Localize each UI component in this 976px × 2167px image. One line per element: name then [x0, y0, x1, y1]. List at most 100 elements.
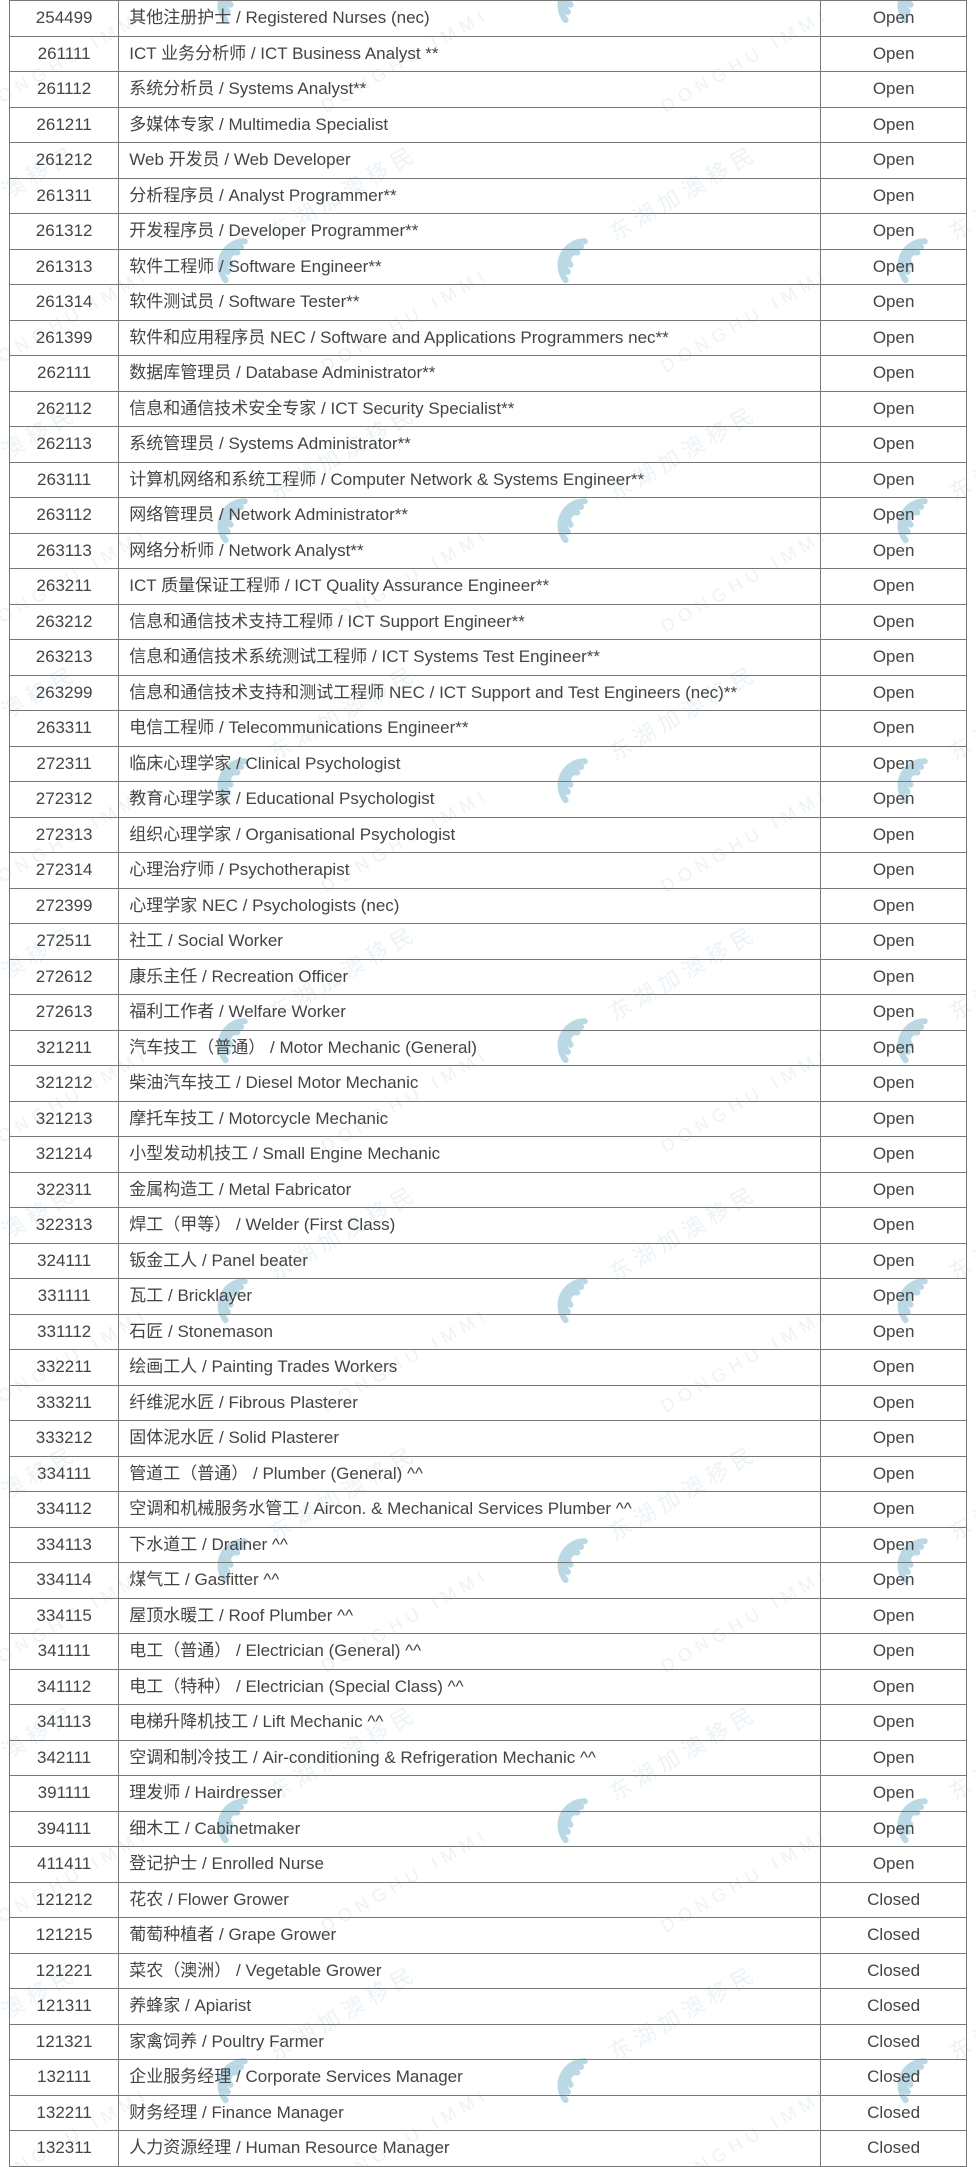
- occupation-code: 272399: [10, 888, 119, 924]
- occupation-status: Open: [821, 498, 967, 534]
- table-row: 263311电信工程师 / Telecommunications Enginee…: [10, 711, 967, 747]
- occupation-code: 262113: [10, 427, 119, 463]
- table-row: 261211多媒体专家 / Multimedia SpecialistOpen: [10, 107, 967, 143]
- occupation-code: 261112: [10, 72, 119, 108]
- occupation-code: 121321: [10, 2024, 119, 2060]
- occupation-title: 葡萄种植者 / Grape Grower: [119, 1918, 821, 1954]
- table-row: 342111空调和制冷技工 / Air-conditioning & Refri…: [10, 1740, 967, 1776]
- occupation-code: 272313: [10, 817, 119, 853]
- occupation-title: ICT 业务分析师 / ICT Business Analyst **: [119, 36, 821, 72]
- occupation-status: Closed: [821, 2131, 967, 2167]
- occupation-code: 321212: [10, 1066, 119, 1102]
- occupation-code: 262111: [10, 356, 119, 392]
- occupation-status: Open: [821, 888, 967, 924]
- occupation-code: 121221: [10, 1953, 119, 1989]
- occupation-status: Open: [821, 1385, 967, 1421]
- occupation-code: 263213: [10, 640, 119, 676]
- table-row: 272311临床心理学家 / Clinical PsychologistOpen: [10, 746, 967, 782]
- occupation-title: 心理治疗师 / Psychotherapist: [119, 853, 821, 889]
- occupation-status: Open: [821, 1776, 967, 1812]
- occupation-code: 334113: [10, 1527, 119, 1563]
- occupation-title: 分析程序员 / Analyst Programmer**: [119, 178, 821, 214]
- table-row: 132311人力资源经理 / Human Resource ManagerClo…: [10, 2131, 967, 2167]
- occupation-status: Open: [821, 1208, 967, 1244]
- occupation-code: 272511: [10, 924, 119, 960]
- occupation-title: 登记护士 / Enrolled Nurse: [119, 1847, 821, 1883]
- occupation-status: Open: [821, 1527, 967, 1563]
- occupation-title: 心理学家 NEC / Psychologists (nec): [119, 888, 821, 924]
- occupation-title: 电信工程师 / Telecommunications Engineer**: [119, 711, 821, 747]
- occupation-code: 331112: [10, 1314, 119, 1350]
- occupation-status: Closed: [821, 1953, 967, 1989]
- occupation-status: Open: [821, 604, 967, 640]
- occupation-title: 信息和通信技术系统测试工程师 / ICT Systems Test Engine…: [119, 640, 821, 676]
- occupation-code: 321211: [10, 1030, 119, 1066]
- occupation-title: 组织心理学家 / Organisational Psychologist: [119, 817, 821, 853]
- occupation-title: 康乐主任 / Recreation Officer: [119, 959, 821, 995]
- table-row: 334114煤气工 / Gasfitter ^^Open: [10, 1563, 967, 1599]
- occupation-title: 财务经理 / Finance Manager: [119, 2095, 821, 2131]
- occupation-status: Open: [821, 107, 967, 143]
- occupation-status: Open: [821, 1456, 967, 1492]
- occupation-status: Open: [821, 1492, 967, 1528]
- occupation-title: 空调和机械服务水管工 / Aircon. & Mechanical Servic…: [119, 1492, 821, 1528]
- occupation-code: 262112: [10, 391, 119, 427]
- occupation-code: 263311: [10, 711, 119, 747]
- occupation-title: 绘画工人 / Painting Trades Workers: [119, 1350, 821, 1386]
- occupation-code: 341111: [10, 1634, 119, 1670]
- table-row: 321213摩托车技工 / Motorcycle MechanicOpen: [10, 1101, 967, 1137]
- occupation-title: 软件测试员 / Software Tester**: [119, 285, 821, 321]
- table-row: 334112空调和机械服务水管工 / Aircon. & Mechanical …: [10, 1492, 967, 1528]
- occupation-code: 324111: [10, 1243, 119, 1279]
- occupation-code: 334115: [10, 1598, 119, 1634]
- table-row: 322311金属构造工 / Metal FabricatorOpen: [10, 1172, 967, 1208]
- occupation-status: Open: [821, 924, 967, 960]
- occupation-title: 钣金工人 / Panel beater: [119, 1243, 821, 1279]
- occupation-status: Open: [821, 640, 967, 676]
- occupation-status: Closed: [821, 1918, 967, 1954]
- table-row: 334111管道工（普通） / Plumber (General) ^^Open: [10, 1456, 967, 1492]
- table-row: 334113下水道工 / Drainer ^^Open: [10, 1527, 967, 1563]
- table-row: 263112网络管理员 / Network Administrator**Ope…: [10, 498, 967, 534]
- occupation-code: 331111: [10, 1279, 119, 1315]
- table-row: 132111企业服务经理 / Corporate Services Manage…: [10, 2060, 967, 2096]
- occupation-title: 汽车技工（普通） / Motor Mechanic (General): [119, 1030, 821, 1066]
- table-row: 333211纤维泥水匠 / Fibrous PlastererOpen: [10, 1385, 967, 1421]
- occupation-title: 家禽饲养 / Poultry Farmer: [119, 2024, 821, 2060]
- occupation-code: 394111: [10, 1811, 119, 1847]
- occupation-code: 261312: [10, 214, 119, 250]
- occupation-code: 341112: [10, 1669, 119, 1705]
- occupation-status: Open: [821, 1172, 967, 1208]
- occupation-title: 社工 / Social Worker: [119, 924, 821, 960]
- occupation-status: Open: [821, 72, 967, 108]
- occupation-title: 企业服务经理 / Corporate Services Manager: [119, 2060, 821, 2096]
- occupation-status: Open: [821, 746, 967, 782]
- occupation-status: Open: [821, 959, 967, 995]
- occupation-code: 333211: [10, 1385, 119, 1421]
- occupation-title: 系统分析员 / Systems Analyst**: [119, 72, 821, 108]
- occupation-status: Open: [821, 178, 967, 214]
- occupation-title: 下水道工 / Drainer ^^: [119, 1527, 821, 1563]
- table-row: 391111理发师 / HairdresserOpen: [10, 1776, 967, 1812]
- occupation-code: 263112: [10, 498, 119, 534]
- table-row: 254499其他注册护士 / Registered Nurses (nec)Op…: [10, 1, 967, 37]
- occupation-title: 数据库管理员 / Database Administrator**: [119, 356, 821, 392]
- occupation-code: 261212: [10, 143, 119, 179]
- table-row: 332211绘画工人 / Painting Trades WorkersOpen: [10, 1350, 967, 1386]
- occupation-status: Open: [821, 1811, 967, 1847]
- table-row: 321211汽车技工（普通） / Motor Mechanic (General…: [10, 1030, 967, 1066]
- table-row: 341113电梯升降机技工 / Lift Mechanic ^^Open: [10, 1705, 967, 1741]
- table-row: 341112电工（特种） / Electrician (Special Clas…: [10, 1669, 967, 1705]
- table-row: 261399软件和应用程序员 NEC / Software and Applic…: [10, 320, 967, 356]
- table-row: 121212花农 / Flower GrowerClosed: [10, 1882, 967, 1918]
- occupation-title: 电梯升降机技工 / Lift Mechanic ^^: [119, 1705, 821, 1741]
- occupation-status: Open: [821, 675, 967, 711]
- occupation-code: 121212: [10, 1882, 119, 1918]
- occupation-status: Open: [821, 249, 967, 285]
- occupation-status: Open: [821, 1030, 967, 1066]
- occupation-code: 334111: [10, 1456, 119, 1492]
- table-row: 411411登记护士 / Enrolled NurseOpen: [10, 1847, 967, 1883]
- occupation-code: 272312: [10, 782, 119, 818]
- occupation-title: 柴油汽车技工 / Diesel Motor Mechanic: [119, 1066, 821, 1102]
- occupation-title: 养蜂家 / Apiarist: [119, 1989, 821, 2025]
